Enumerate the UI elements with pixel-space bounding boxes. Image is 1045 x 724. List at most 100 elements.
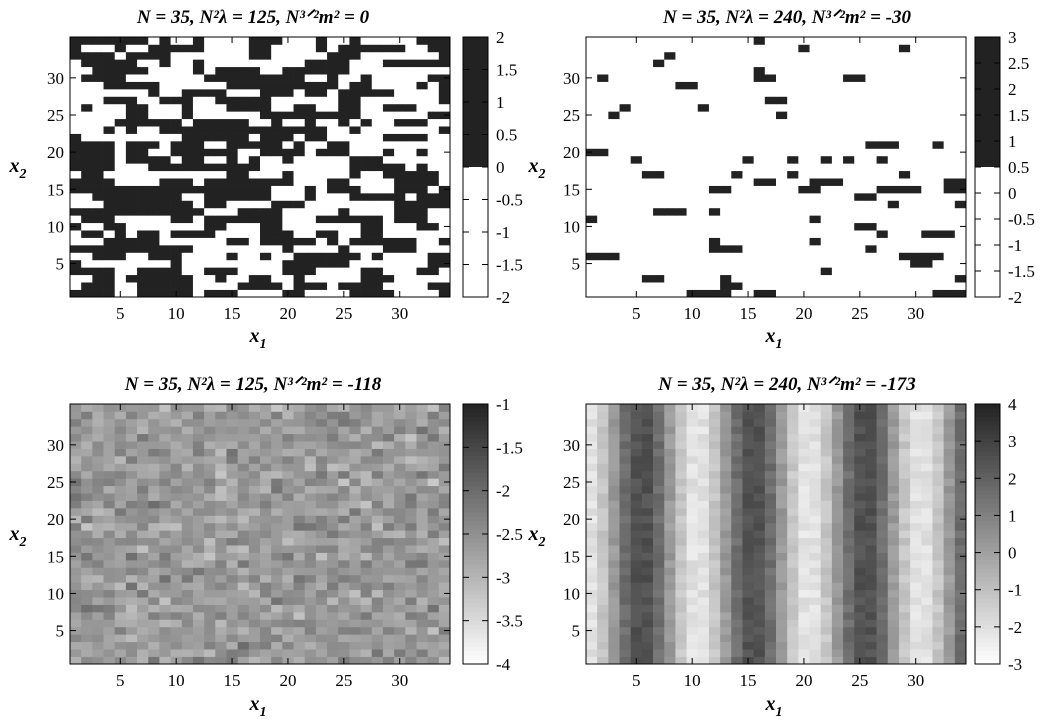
heatmap-cell xyxy=(371,51,384,60)
heatmap-cell xyxy=(271,552,283,561)
heatmap-cell xyxy=(653,200,665,209)
heatmap-cell xyxy=(764,37,777,45)
heatmap-cell xyxy=(282,237,294,246)
heatmap-cell xyxy=(148,245,160,253)
heatmap-cell xyxy=(148,81,160,90)
heatmap-cell xyxy=(427,89,440,97)
heatmap-cell xyxy=(865,141,877,149)
heatmap-cell xyxy=(753,118,766,127)
heatmap-cell xyxy=(686,634,699,643)
heatmap-cell xyxy=(360,126,373,134)
heatmap-cell xyxy=(382,170,395,179)
heatmap-cell xyxy=(910,493,922,501)
heatmap-cell xyxy=(831,118,844,127)
heatmap-cell xyxy=(315,111,328,120)
heatmap-cell xyxy=(81,478,93,487)
heatmap-cell xyxy=(876,448,889,457)
heatmap-cell xyxy=(192,185,205,194)
heatmap-cell xyxy=(843,545,855,553)
heatmap-cell xyxy=(338,126,350,134)
heatmap-cell xyxy=(125,448,138,457)
heatmap-cell xyxy=(271,89,283,97)
heatmap-cell xyxy=(831,237,844,246)
heatmap-cell xyxy=(382,133,395,142)
heatmap-cell xyxy=(731,641,743,650)
colorbar-swatch xyxy=(463,547,488,552)
heatmap-cell xyxy=(653,118,665,127)
heatmap-cell xyxy=(81,289,93,298)
heatmap-cell xyxy=(304,207,317,216)
heatmap-cell xyxy=(349,448,361,457)
heatmap-cell xyxy=(159,508,171,516)
heatmap-cell xyxy=(708,604,721,613)
heatmap-cell xyxy=(215,478,227,487)
heatmap-cell xyxy=(438,612,451,620)
heatmap-cell xyxy=(103,656,116,665)
heatmap-cell xyxy=(438,37,451,45)
heatmap-cell xyxy=(315,552,328,561)
heatmap-cell xyxy=(170,411,183,420)
heatmap-cell xyxy=(304,282,317,290)
heatmap-cell xyxy=(798,230,810,238)
heatmap-cell xyxy=(753,478,766,487)
heatmap-cell xyxy=(876,133,889,142)
heatmap-cell xyxy=(271,185,283,194)
heatmap-cell xyxy=(910,552,922,561)
heatmap-cell xyxy=(697,259,710,268)
heatmap-cell xyxy=(954,574,967,583)
heatmap-cell xyxy=(181,612,194,620)
heatmap-cell xyxy=(787,118,799,127)
heatmap-cell xyxy=(865,215,877,224)
heatmap-cell xyxy=(898,493,911,501)
heatmap-cell xyxy=(394,245,406,253)
heatmap-cell xyxy=(293,634,306,643)
heatmap-cell xyxy=(204,656,216,665)
heatmap-cell xyxy=(204,404,216,412)
heatmap-cell xyxy=(865,200,877,209)
heatmap-cell xyxy=(898,589,911,598)
heatmap-cell xyxy=(898,207,911,216)
heatmap-cell xyxy=(597,589,609,598)
heatmap-cell xyxy=(159,193,171,201)
heatmap-cell xyxy=(405,96,417,105)
heatmap-cell xyxy=(943,289,956,298)
heatmap-cell xyxy=(686,51,699,60)
heatmap-cell xyxy=(619,493,632,501)
heatmap-cell xyxy=(360,282,373,290)
heatmap-cell xyxy=(787,560,799,568)
heatmap-cell xyxy=(382,574,395,583)
heatmap-cell xyxy=(742,111,754,120)
heatmap-cell xyxy=(910,456,922,464)
heatmap-cell xyxy=(114,51,127,60)
heatmap-cell xyxy=(876,274,889,283)
heatmap-cell xyxy=(237,441,250,449)
heatmap-cell xyxy=(103,148,116,157)
heatmap-cell xyxy=(664,463,676,472)
heatmap-cell xyxy=(159,96,171,105)
heatmap-cell xyxy=(675,133,687,142)
heatmap-cell xyxy=(619,118,632,127)
heatmap-cell xyxy=(787,215,799,224)
heatmap-cell xyxy=(954,612,967,620)
heatmap-cell xyxy=(887,59,900,68)
heatmap-cell xyxy=(764,126,777,134)
heatmap-cell xyxy=(215,44,227,53)
heatmap-cell xyxy=(809,626,822,635)
heatmap-cell xyxy=(686,66,699,75)
heatmap-cell xyxy=(820,148,833,157)
heatmap-cell xyxy=(148,200,160,209)
heatmap-cell xyxy=(315,522,328,531)
heatmap-cell xyxy=(932,582,944,591)
heatmap-cell xyxy=(271,515,283,524)
heatmap-cell xyxy=(327,193,339,201)
heatmap-cell xyxy=(159,37,171,45)
heatmap-cell xyxy=(720,634,732,643)
heatmap-cell xyxy=(630,582,643,591)
heatmap-cell xyxy=(282,515,294,524)
heatmap-cell xyxy=(787,537,799,546)
heatmap-cell xyxy=(226,441,238,449)
heatmap-cell xyxy=(854,81,866,90)
heatmap-cell xyxy=(742,478,754,487)
heatmap-cell xyxy=(619,66,632,75)
heatmap-cell xyxy=(416,185,428,194)
